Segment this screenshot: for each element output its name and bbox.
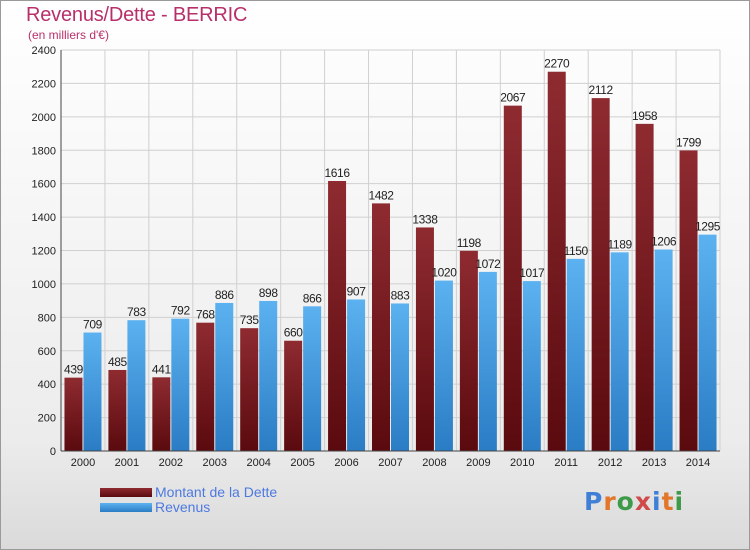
data-label-revenus-2013: 1206 (651, 234, 677, 248)
y-tick-label-400: 400 (38, 379, 56, 391)
y-tick-label-1600: 1600 (32, 179, 56, 191)
data-label-dette-2007: 1482 (368, 188, 394, 202)
bar-revenus-2012 (610, 252, 629, 451)
data-label-dette-2000: 439 (64, 363, 84, 377)
y-tick-label-2200: 2200 (32, 78, 56, 90)
bar-dette-2001 (108, 369, 127, 451)
data-label-dette-2008: 1338 (412, 212, 438, 226)
x-tick-label-2007: 2007 (378, 457, 402, 469)
bar-revenus-2013 (654, 249, 673, 451)
bar-dette-2014 (679, 150, 698, 451)
chart-title: Revenus/Dette - BERRIC (26, 4, 248, 26)
y-tick-label-1800: 1800 (32, 145, 56, 157)
bar-revenus-2004 (259, 300, 278, 451)
bar-dette-2011 (547, 71, 566, 452)
data-label-revenus-2007: 883 (391, 288, 411, 302)
data-label-dette-2012: 2112 (589, 83, 614, 97)
bar-revenus-2001 (127, 320, 146, 451)
x-tick-label-2001: 2001 (115, 457, 139, 469)
legend-label-revenus: Revenus (155, 499, 211, 515)
y-tick-label-1000: 1000 (32, 279, 56, 291)
x-tick-label-2008: 2008 (422, 457, 446, 469)
chart-subtitle: (en milliers d'€) (28, 28, 109, 42)
bar-dette-2004 (240, 328, 259, 451)
data-label-dette-2006: 1616 (325, 166, 351, 180)
data-label-revenus-2011: 1150 (564, 244, 589, 258)
x-tick-label-2002: 2002 (159, 457, 183, 469)
data-label-dette-2011: 2270 (544, 57, 570, 71)
bar-dette-2012 (591, 98, 610, 452)
bar-dette-2006 (328, 180, 347, 451)
data-label-revenus-2009: 1072 (475, 257, 501, 271)
bar-revenus-2010 (522, 281, 541, 451)
x-tick-label-2009: 2009 (466, 457, 490, 469)
y-tick-label-2400: 2400 (32, 45, 56, 57)
data-label-dette-2013: 1958 (632, 109, 658, 123)
bar-revenus-2007 (391, 303, 409, 451)
data-label-revenus-2000: 709 (83, 318, 103, 332)
bar-dette-2010 (503, 105, 522, 452)
data-label-revenus-2004: 898 (259, 286, 279, 300)
legend-label-dette: Montant de la Dette (155, 484, 278, 500)
data-label-revenus-2008: 1020 (431, 266, 457, 280)
bar-revenus-2003 (215, 302, 234, 451)
x-tick-label-2014: 2014 (686, 457, 710, 469)
bar-revenus-2008 (434, 280, 453, 451)
x-tick-label-2005: 2005 (290, 457, 314, 469)
bar-revenus-2002 (171, 318, 190, 451)
legend-swatch-revenus (100, 503, 152, 512)
y-tick-label-1200: 1200 (32, 246, 56, 258)
bar-dette-2005 (284, 340, 303, 451)
bar-dette-2003 (196, 322, 215, 451)
y-tick-label-1400: 1400 (32, 212, 56, 224)
bar-revenus-2014 (698, 234, 717, 451)
data-label-dette-2003: 768 (196, 308, 216, 322)
proxiti-logo: Proxiti (584, 487, 685, 516)
bar-dette-2002 (152, 377, 171, 451)
bar-revenus-2009 (478, 271, 497, 451)
x-tick-label-2004: 2004 (246, 457, 270, 469)
data-label-revenus-2006: 907 (347, 284, 367, 298)
data-label-dette-2004: 735 (240, 313, 260, 327)
bar-dette-2009 (459, 250, 478, 451)
bar-dette-2008 (415, 227, 434, 451)
data-label-revenus-2001: 783 (127, 305, 147, 319)
bar-dette-2013 (635, 123, 654, 451)
bar-revenus-2006 (347, 299, 366, 451)
bar-dette-2000 (64, 377, 83, 451)
bar-revenus-2000 (83, 332, 102, 451)
y-tick-label-0: 0 (50, 446, 56, 458)
x-tick-label-2013: 2013 (642, 457, 666, 469)
x-tick-label-2012: 2012 (598, 457, 622, 469)
y-tick-label-2000: 2000 (32, 112, 56, 124)
bar-dette-2007 (372, 203, 390, 451)
data-label-dette-2002: 441 (152, 362, 172, 376)
bar-revenus-2005 (303, 306, 322, 451)
y-tick-label-200: 200 (38, 413, 56, 425)
x-tick-label-2010: 2010 (510, 457, 534, 469)
x-tick-label-2011: 2011 (554, 457, 578, 469)
data-label-revenus-2005: 866 (303, 291, 323, 305)
data-label-dette-2014: 1799 (676, 135, 702, 149)
data-label-revenus-2003: 886 (215, 288, 235, 302)
data-label-revenus-2010: 1017 (519, 266, 545, 280)
data-label-dette-2005: 660 (284, 326, 304, 340)
bar-revenus-2011 (566, 258, 585, 451)
x-tick-label-2003: 2003 (203, 457, 227, 469)
data-label-dette-2010: 2067 (500, 91, 526, 105)
legend-swatch-dette (100, 488, 152, 497)
data-label-revenus-2002: 792 (171, 304, 191, 318)
data-label-revenus-2012: 1189 (608, 237, 633, 251)
x-tick-label-2006: 2006 (334, 457, 358, 469)
data-label-dette-2009: 1198 (457, 236, 482, 250)
data-label-dette-2001: 485 (108, 355, 128, 369)
y-tick-label-600: 600 (38, 346, 56, 358)
x-tick-label-2000: 2000 (71, 457, 95, 469)
data-label-revenus-2014: 1295 (695, 220, 721, 234)
y-tick-label-800: 800 (38, 312, 56, 324)
